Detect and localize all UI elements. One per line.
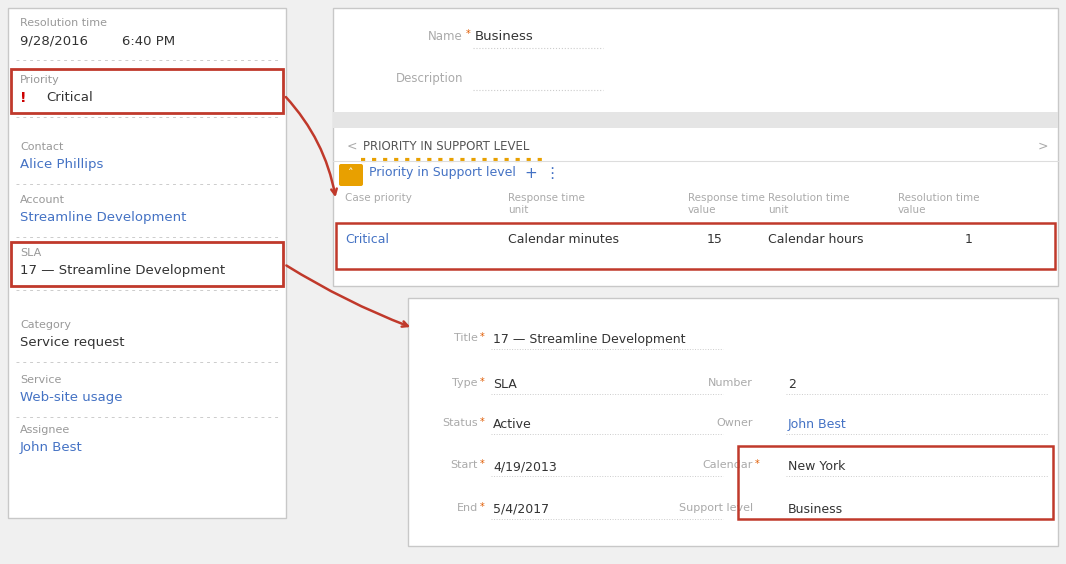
Text: Status: Status xyxy=(442,418,478,428)
FancyBboxPatch shape xyxy=(333,112,1057,128)
Text: Business: Business xyxy=(475,30,534,43)
Text: Critical: Critical xyxy=(345,233,389,246)
FancyBboxPatch shape xyxy=(9,8,286,518)
Text: Case priority: Case priority xyxy=(345,193,411,203)
Text: Resolution time: Resolution time xyxy=(20,18,107,28)
FancyBboxPatch shape xyxy=(408,298,1057,546)
Text: John Best: John Best xyxy=(20,441,83,454)
Text: Response time
value: Response time value xyxy=(688,193,765,214)
Text: Support level: Support level xyxy=(679,503,753,513)
Text: *: * xyxy=(755,459,760,469)
Text: Type: Type xyxy=(452,378,478,388)
Text: SLA: SLA xyxy=(20,248,42,258)
Text: Name: Name xyxy=(429,30,463,43)
Text: Start: Start xyxy=(451,460,478,470)
Text: *: * xyxy=(466,29,471,39)
Text: 9/28/2016        6:40 PM: 9/28/2016 6:40 PM xyxy=(20,34,175,47)
Text: Title: Title xyxy=(454,333,478,343)
Text: Owner: Owner xyxy=(716,418,753,428)
Text: End: End xyxy=(456,503,478,513)
Text: 5/4/2017: 5/4/2017 xyxy=(492,503,549,516)
Text: 17 — Streamline Development: 17 — Streamline Development xyxy=(492,333,685,346)
Text: John Best: John Best xyxy=(788,418,846,431)
Text: 2: 2 xyxy=(788,378,796,391)
Text: Priority: Priority xyxy=(20,75,60,85)
Text: 1: 1 xyxy=(965,233,973,246)
Text: New York: New York xyxy=(788,460,845,473)
Text: Calendar: Calendar xyxy=(702,460,753,470)
Text: SLA: SLA xyxy=(492,378,517,391)
Text: Description: Description xyxy=(395,72,463,85)
Text: Critical: Critical xyxy=(46,91,93,104)
Text: Number: Number xyxy=(708,378,753,388)
Text: Resolution time
unit: Resolution time unit xyxy=(768,193,850,214)
Text: Priority in Support level: Priority in Support level xyxy=(369,166,516,179)
Text: *: * xyxy=(480,502,485,512)
Text: Resolution time
value: Resolution time value xyxy=(898,193,980,214)
Text: Contact: Contact xyxy=(20,142,63,152)
FancyBboxPatch shape xyxy=(339,164,364,186)
Text: Service request: Service request xyxy=(20,336,125,349)
Text: *: * xyxy=(480,377,485,387)
Text: Web-site usage: Web-site usage xyxy=(20,391,123,404)
Text: *: * xyxy=(480,459,485,469)
Text: 17 — Streamline Development: 17 — Streamline Development xyxy=(20,264,225,277)
Text: PRIORITY IN SUPPORT LEVEL: PRIORITY IN SUPPORT LEVEL xyxy=(364,140,530,153)
Text: Calendar hours: Calendar hours xyxy=(768,233,863,246)
Text: >: > xyxy=(1037,140,1048,153)
Text: Service: Service xyxy=(20,375,62,385)
Text: Response time
unit: Response time unit xyxy=(508,193,585,214)
Text: 4/19/2013: 4/19/2013 xyxy=(492,460,556,473)
Text: Streamline Development: Streamline Development xyxy=(20,211,187,224)
Text: +: + xyxy=(524,166,537,181)
Text: Assignee: Assignee xyxy=(20,425,70,435)
Text: Account: Account xyxy=(20,195,65,205)
Text: *: * xyxy=(480,332,485,342)
Text: !: ! xyxy=(20,91,27,105)
Text: Category: Category xyxy=(20,320,71,330)
Text: Calendar minutes: Calendar minutes xyxy=(508,233,619,246)
Text: Business: Business xyxy=(788,503,843,516)
Text: ˄: ˄ xyxy=(349,168,354,178)
Text: <: < xyxy=(348,140,357,153)
Text: Active: Active xyxy=(492,418,532,431)
Text: Alice Phillips: Alice Phillips xyxy=(20,158,103,171)
FancyBboxPatch shape xyxy=(333,8,1057,286)
Text: *: * xyxy=(480,417,485,427)
Text: ⋮: ⋮ xyxy=(544,166,560,181)
Text: 15: 15 xyxy=(707,233,723,246)
